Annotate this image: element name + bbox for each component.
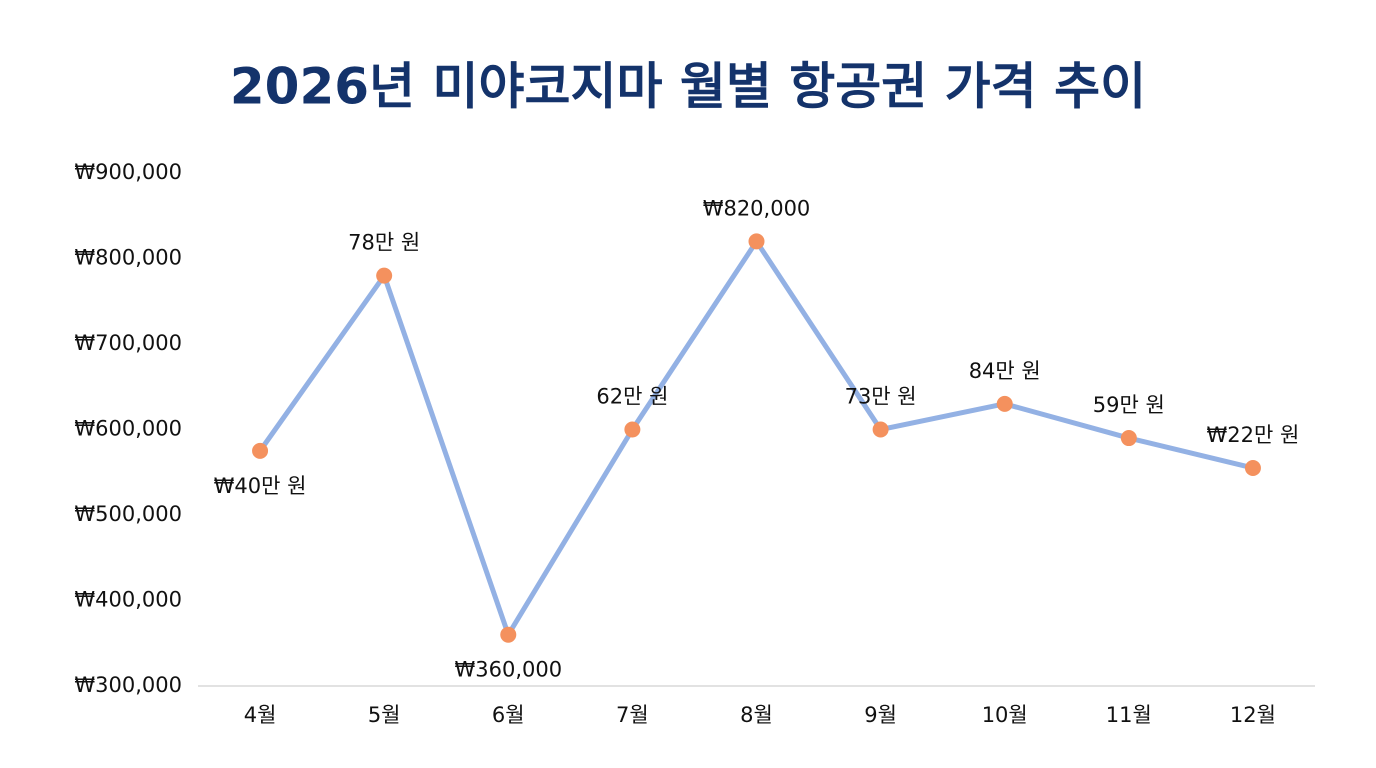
x-tick-label: 11월 [1106,703,1152,727]
chart-title: 2026년 미야코지마 월별 항공권 가격 추이 [230,58,1146,116]
x-tick-label: 7월 [616,703,649,727]
point-annotation: 78만 원 [348,231,420,255]
x-tick-label: 6월 [492,703,525,727]
y-tick-label: ₩300,000 [74,673,182,697]
point-marker [376,267,393,284]
point-annotation: ₩40만 원 [214,474,307,498]
point-marker [748,233,765,250]
point-marker [1120,430,1137,447]
point-annotation: 73만 원 [845,385,917,409]
y-tick-label: ₩600,000 [74,417,182,441]
point-annotation: 84만 원 [969,359,1041,383]
point-annotation: ₩22만 원 [1207,423,1300,447]
point-marker [996,395,1013,412]
x-tick-label: 10월 [982,703,1028,727]
y-tick-label: ₩900,000 [74,160,182,184]
point-marker [500,626,517,643]
point-marker [1244,459,1261,476]
x-tick-label: 4월 [244,703,277,727]
series-line [257,238,1256,638]
point-annotation: 62만 원 [596,385,668,409]
point-marker [252,442,269,459]
x-tick-label: 12월 [1230,703,1276,727]
y-tick-label: ₩700,000 [74,331,182,355]
point-marker [872,421,889,438]
x-tick-label: 8월 [740,703,773,727]
point-annotation: ₩820,000 [703,196,811,220]
point-annotation: ₩360,000 [454,658,562,682]
point-annotation: 59만 원 [1093,393,1165,417]
x-tick-label: 9월 [864,703,897,727]
y-tick-label: ₩400,000 [74,588,182,612]
y-tick-label: ₩800,000 [74,246,182,270]
y-tick-label: ₩500,000 [74,502,182,526]
x-tick-label: 5월 [368,703,401,727]
point-marker [624,421,641,438]
